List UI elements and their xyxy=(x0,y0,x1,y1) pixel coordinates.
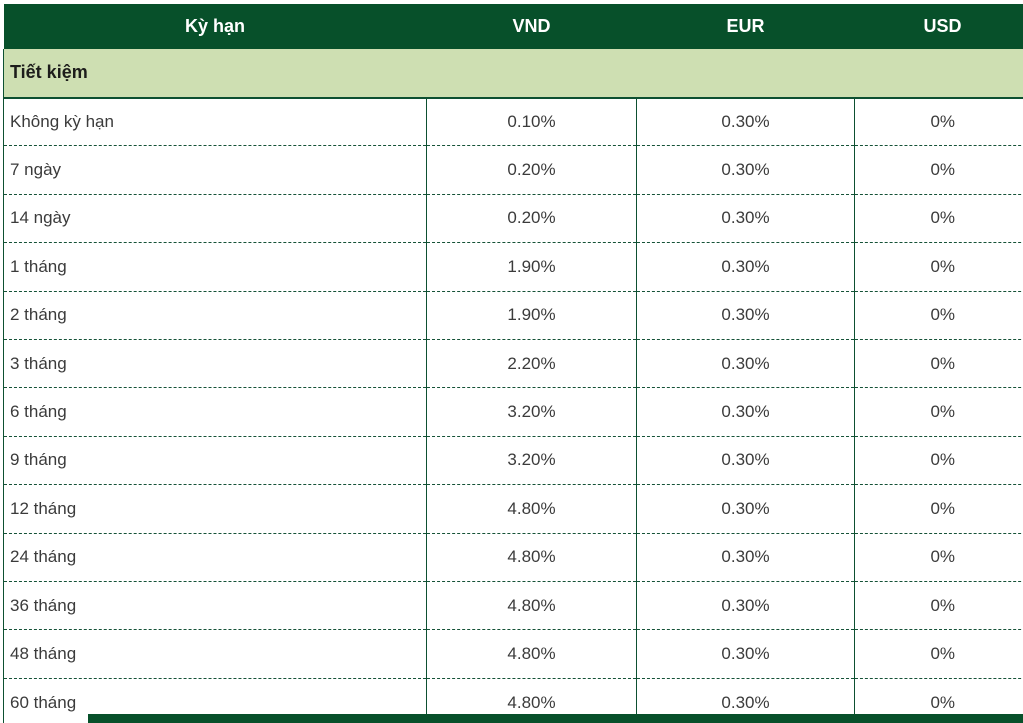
rate-cell: 0.20% xyxy=(426,145,637,195)
section-row: Tiết kiệm xyxy=(3,49,1023,99)
rate-cell: 0% xyxy=(854,145,1023,195)
table-row: 24 tháng 4.80% 0.30% 0% xyxy=(3,532,1023,582)
col-header-usd: USD xyxy=(854,4,1023,49)
term-cell: 7 ngày xyxy=(3,145,427,195)
rate-cell: 4.80% xyxy=(426,484,637,534)
term-cell: Không kỳ hạn xyxy=(3,97,427,146)
rate-cell: 0% xyxy=(854,338,1023,388)
rate-cell: 0.30% xyxy=(636,145,855,195)
col-header-vnd: VND xyxy=(426,4,637,49)
rate-cell: 0.10% xyxy=(426,97,637,146)
table-row: Không kỳ hạn 0.10% 0.30% 0% xyxy=(3,97,1023,146)
term-cell: 2 tháng xyxy=(3,290,427,340)
rate-cell: 3.20% xyxy=(426,387,637,437)
rate-cell: 0.30% xyxy=(636,580,855,630)
rate-cell: 0% xyxy=(854,242,1023,292)
table-row: 36 tháng 4.80% 0.30% 0% xyxy=(3,580,1023,630)
table-row: 7 ngày 0.20% 0.30% 0% xyxy=(3,145,1023,195)
term-cell: 1 tháng xyxy=(3,242,427,292)
rate-cell: 0.30% xyxy=(636,484,855,534)
rate-cell: 0% xyxy=(854,97,1023,146)
rate-cell: 4.80% xyxy=(426,580,637,630)
rate-cell: 0% xyxy=(854,629,1023,679)
rate-cell: 1.90% xyxy=(426,290,637,340)
rate-cell: 0% xyxy=(854,435,1023,485)
col-header-eur: EUR xyxy=(636,4,855,49)
rate-cell: 3.20% xyxy=(426,435,637,485)
term-cell: 48 tháng xyxy=(3,629,427,679)
rate-cell: 0% xyxy=(854,484,1023,534)
rate-cell: 0% xyxy=(854,290,1023,340)
rate-cell: 0.30% xyxy=(636,629,855,679)
term-cell: 6 tháng xyxy=(3,387,427,437)
term-cell: 36 tháng xyxy=(3,580,427,630)
rate-cell: 0.30% xyxy=(636,97,855,146)
rate-cell: 0% xyxy=(854,580,1023,630)
rate-cell: 0.30% xyxy=(636,532,855,582)
section-label: Tiết kiệm xyxy=(3,49,1023,99)
rate-cell: 4.80% xyxy=(426,532,637,582)
rate-cell: 0.30% xyxy=(636,435,855,485)
term-cell: 9 tháng xyxy=(3,435,427,485)
table-row: 3 tháng 2.20% 0.30% 0% xyxy=(3,338,1023,388)
table-row: 6 tháng 3.20% 0.30% 0% xyxy=(3,387,1023,437)
rate-cell: 2.20% xyxy=(426,338,637,388)
term-cell: 12 tháng xyxy=(3,484,427,534)
table-row: 12 tháng 4.80% 0.30% 0% xyxy=(3,484,1023,534)
rate-cell: 1.90% xyxy=(426,242,637,292)
table-row: 48 tháng 4.80% 0.30% 0% xyxy=(3,629,1023,679)
rate-cell: 0.30% xyxy=(636,338,855,388)
term-cell: 14 ngày xyxy=(3,193,427,243)
rate-cell: 4.80% xyxy=(426,629,637,679)
table-row: 14 ngày 0.20% 0.30% 0% xyxy=(3,193,1023,243)
rate-cell: 0% xyxy=(854,387,1023,437)
rate-cell: 0.20% xyxy=(426,193,637,243)
term-cell: 3 tháng xyxy=(3,338,427,388)
table-row: 9 tháng 3.20% 0.30% 0% xyxy=(3,435,1023,485)
col-header-term: Kỳ hạn xyxy=(3,4,427,49)
rate-cell: 0.30% xyxy=(636,387,855,437)
header-row: Kỳ hạn VND EUR USD xyxy=(3,4,1023,49)
bottom-green-bar xyxy=(88,714,1023,723)
rate-cell: 0% xyxy=(854,193,1023,243)
rate-cell: 0% xyxy=(854,532,1023,582)
rate-cell: 0.30% xyxy=(636,242,855,292)
interest-rate-table: Kỳ hạn VND EUR USD Tiết kiệm Không kỳ hạ… xyxy=(3,4,1023,723)
table-row: 2 tháng 1.90% 0.30% 0% xyxy=(3,290,1023,340)
term-cell: 24 tháng xyxy=(3,532,427,582)
rate-cell: 0.30% xyxy=(636,193,855,243)
table-row: 1 tháng 1.90% 0.30% 0% xyxy=(3,242,1023,292)
rate-cell: 0.30% xyxy=(636,290,855,340)
